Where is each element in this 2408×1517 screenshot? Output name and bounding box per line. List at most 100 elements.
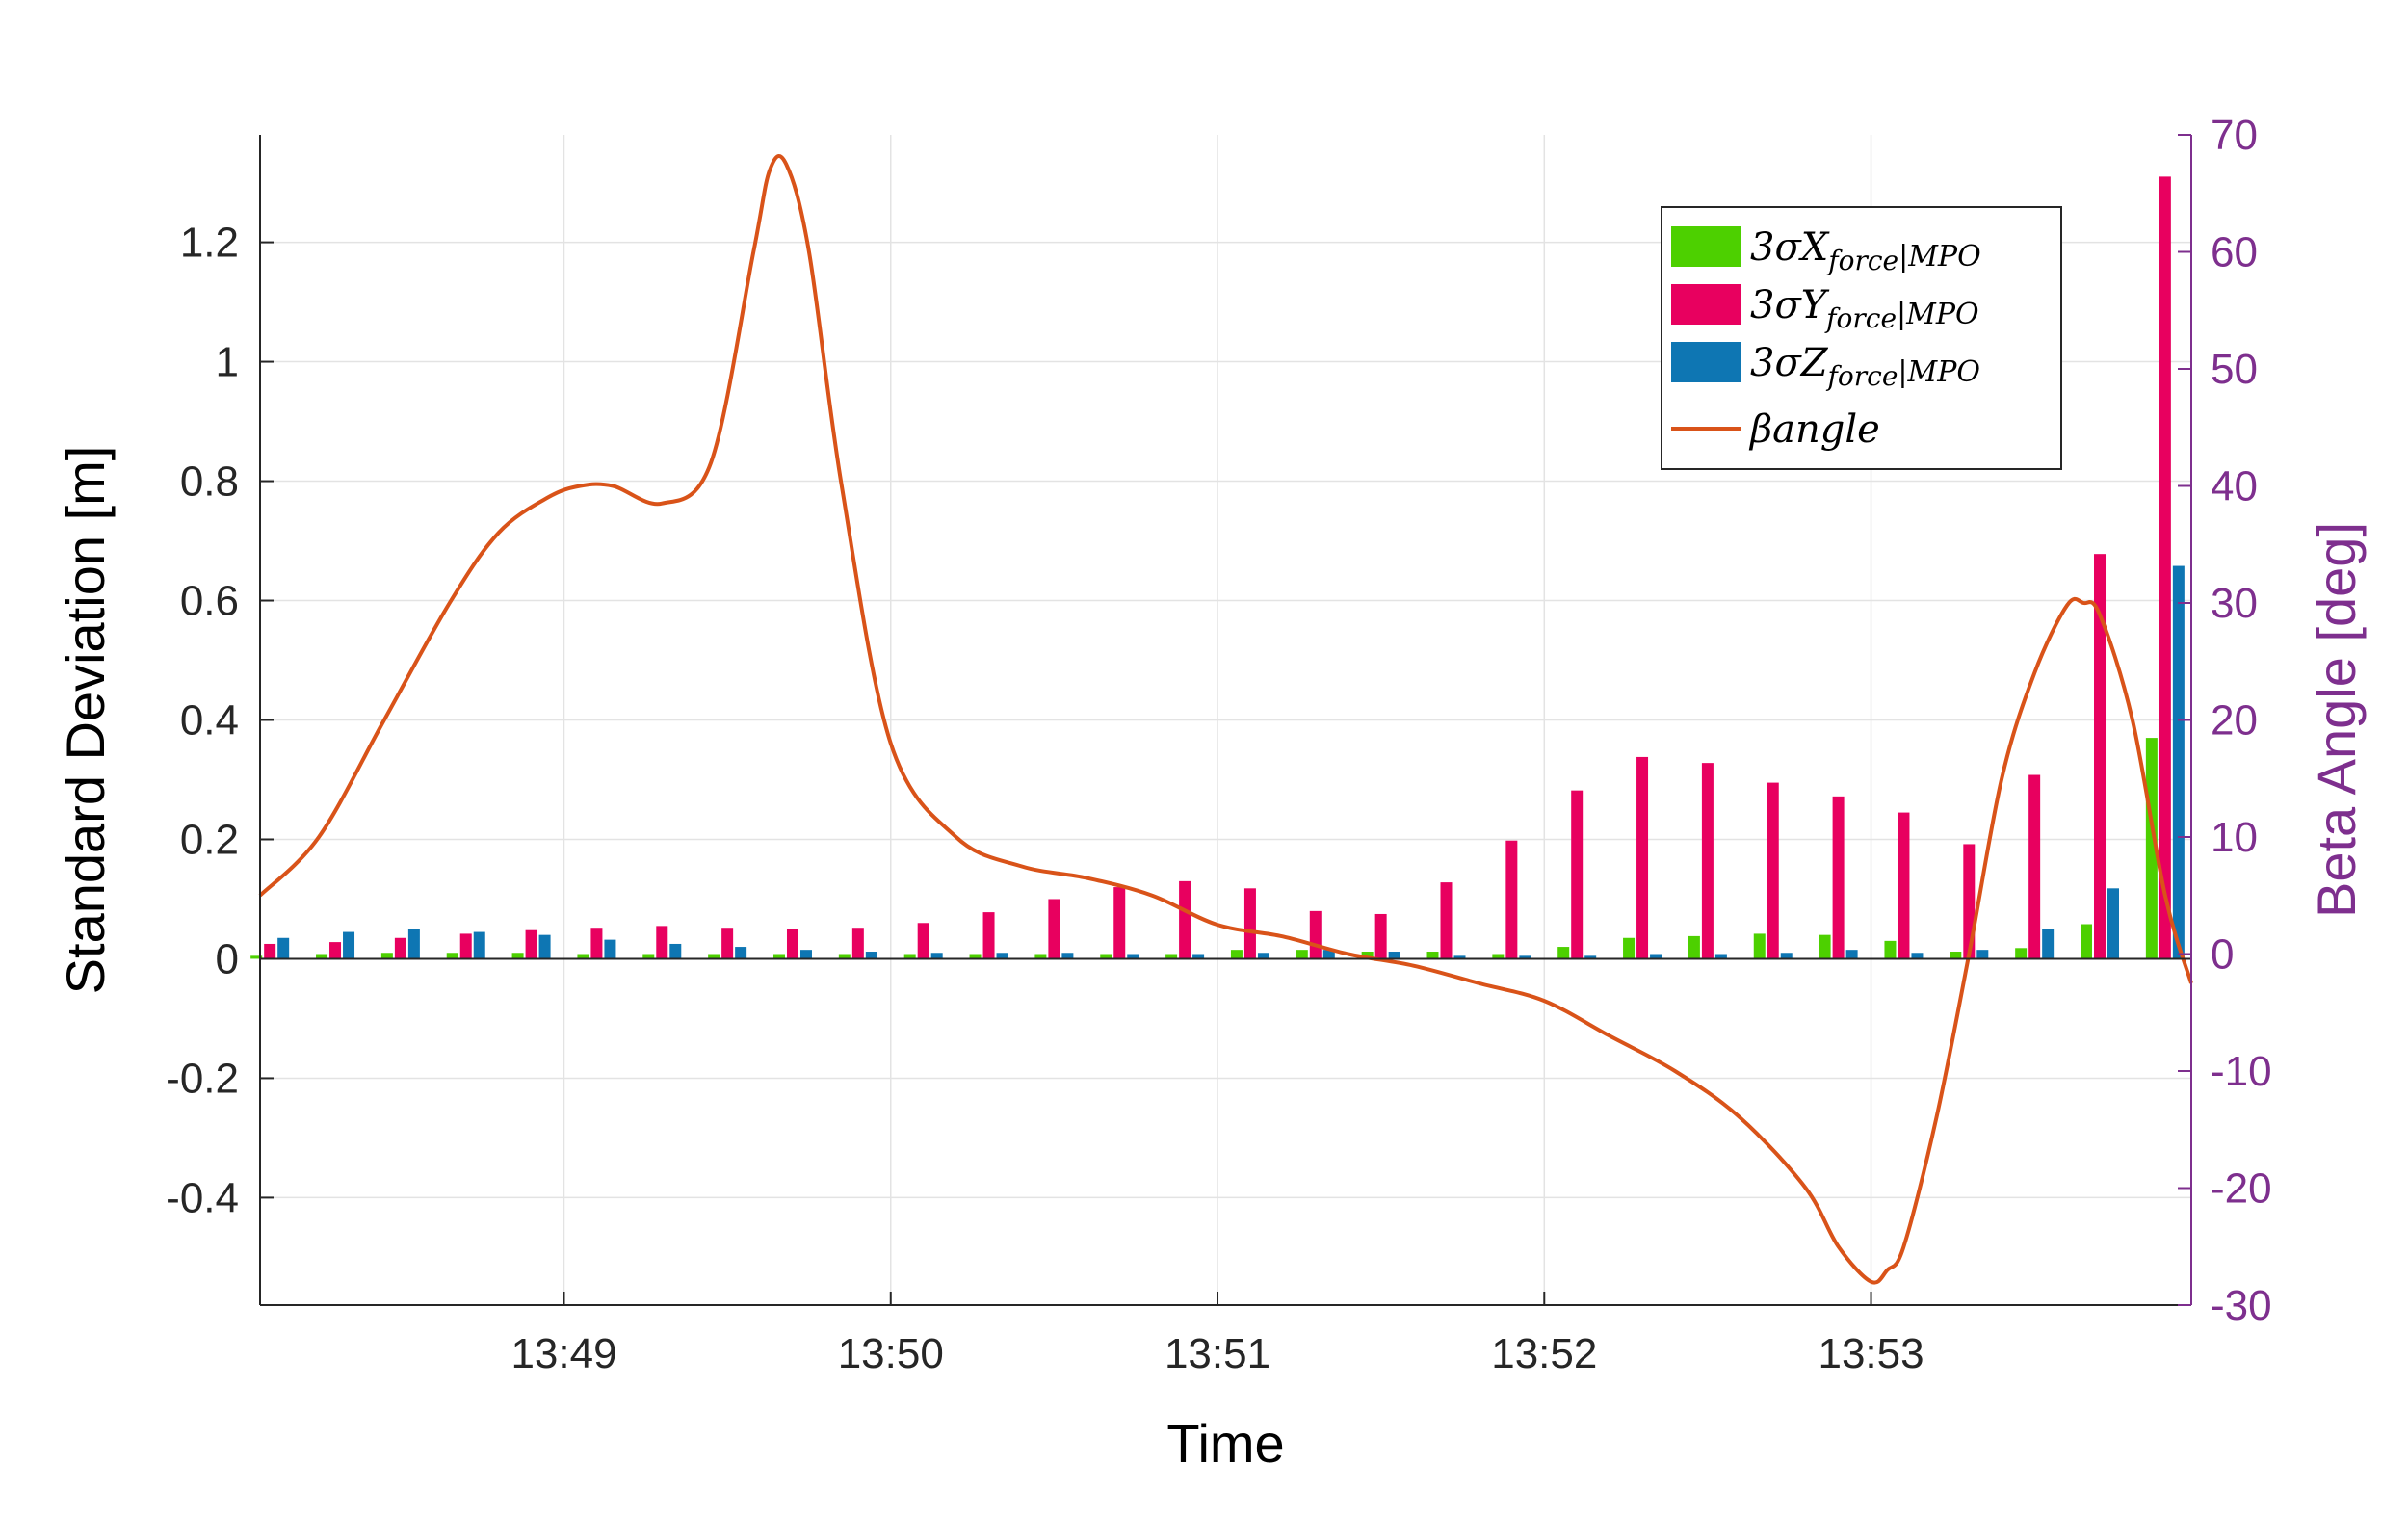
bar-y-force — [1767, 782, 1779, 959]
bar-y-force — [459, 933, 472, 959]
y-tick-label: -0.2 — [166, 1055, 239, 1102]
y2-tick-label: 20 — [2211, 697, 2258, 745]
bar-y-force — [590, 928, 603, 959]
bar-x-force — [1165, 954, 1178, 959]
bar-z-force — [538, 934, 551, 959]
x-tick-label: 13:52 — [1491, 1330, 1597, 1377]
y2-axis-title: Beta Angle [deg] — [2306, 522, 2367, 918]
bar-z-force — [735, 947, 747, 959]
bar-z-force — [2107, 888, 2120, 959]
bar-x-force — [1557, 947, 1570, 959]
legend-swatch — [1671, 284, 1741, 325]
bar-y-force — [2159, 176, 2171, 959]
y-tick-label: 1 — [216, 339, 239, 386]
bar-y-force — [1571, 790, 1584, 959]
bar-z-force — [1911, 953, 1924, 959]
bar-x-force — [1950, 952, 1962, 959]
y-tick-label: 0.6 — [180, 578, 239, 625]
bar-z-force — [865, 952, 877, 959]
bar-y-force — [1832, 796, 1845, 959]
bar-x-force — [969, 954, 982, 959]
legend-label: 3σYforce|MPO — [1750, 283, 1979, 334]
bar-y-force — [2028, 774, 2041, 959]
bar-y-force — [1440, 882, 1453, 959]
bar-z-force — [1257, 953, 1269, 959]
bar-z-force — [1714, 954, 1727, 959]
bar-z-force — [343, 931, 355, 959]
bar-y-force — [264, 943, 276, 959]
bar-x-force — [838, 954, 851, 959]
bar-x-force — [1296, 950, 1308, 959]
bar-z-force — [930, 953, 943, 959]
y2-tick-label: -30 — [2211, 1282, 2272, 1329]
bar-y-force — [1963, 844, 1976, 959]
x-tick-label: 13:53 — [1818, 1330, 1924, 1377]
bar-x-force — [1753, 933, 1766, 959]
bar-x-force — [511, 953, 524, 959]
bar-z-force — [1519, 955, 1531, 959]
bar-z-force — [1780, 953, 1793, 959]
bar-y-force — [394, 937, 406, 959]
bar-x-force — [1100, 954, 1112, 959]
legend-label: 3σZforce|MPO — [1750, 341, 1980, 392]
bar-z-force — [1584, 955, 1597, 959]
y-tick-label: 0.8 — [180, 458, 239, 506]
y-tick-label: 0 — [216, 935, 239, 982]
bar-x-force — [577, 954, 589, 959]
bar-y-force — [1636, 756, 1649, 959]
bar-x-force — [708, 954, 720, 959]
y2-tick-label: 10 — [2211, 814, 2258, 861]
legend-swatch — [1671, 342, 1741, 382]
bar-z-force — [604, 939, 616, 959]
y-tick-label: 0.4 — [180, 697, 239, 745]
bar-z-force — [473, 931, 485, 959]
bar-x-force — [2081, 924, 2093, 959]
x-tick-label: 13:49 — [510, 1330, 616, 1377]
bar-x-force — [1688, 935, 1700, 959]
bar-y-force — [1701, 763, 1714, 959]
bar-y-force — [1179, 880, 1191, 959]
bar-y-force — [721, 928, 734, 959]
bar-x-force — [1034, 954, 1047, 959]
bar-y-force — [1243, 888, 1256, 959]
bar-z-force — [1650, 954, 1662, 959]
bar-x-force — [1884, 940, 1897, 959]
bar-y-force — [1113, 887, 1126, 959]
y2-tick-label: 70 — [2211, 112, 2258, 159]
bar-x-force — [1230, 950, 1243, 959]
bar-x-force — [1426, 952, 1439, 959]
bar-series-group — [250, 176, 2185, 959]
grid-lines — [260, 135, 2191, 1305]
bar-x-force — [380, 953, 393, 959]
legend-label: βangle — [1748, 407, 1880, 452]
axes: -0.4 -0.2 0 0.2 0.4 0.6 0.8 1 1.2 -30 -20 -10 0 10 20 3… — [55, 112, 2367, 1474]
bar-z-force — [1976, 950, 1989, 959]
legend-label: 3σXforce|MPO — [1750, 225, 1981, 276]
bar-z-force — [996, 953, 1008, 959]
legend: 3σXforce|MPO 3σYforce|MPO 3σZforce|MPO βang… — [1661, 206, 2062, 470]
bar-y-force — [1309, 910, 1322, 959]
beta-angle-line — [258, 154, 2193, 1285]
x-axis-title: Time — [1166, 1413, 1284, 1474]
bar-x-force — [2145, 738, 2158, 959]
bar-x-force — [903, 954, 916, 959]
bar-y-force — [1505, 840, 1518, 959]
y-tick-label: 0.2 — [180, 816, 239, 863]
bar-z-force — [1061, 953, 1074, 959]
y2-tick-label: 30 — [2211, 580, 2258, 627]
bar-z-force — [2042, 929, 2055, 959]
bar-z-force — [669, 943, 682, 959]
y2-tick-label: -10 — [2211, 1048, 2272, 1095]
y2-tick-label: 50 — [2211, 346, 2258, 393]
y2-tick-label: 60 — [2211, 229, 2258, 276]
bar-y-force — [2094, 554, 2107, 959]
bar-x-force — [316, 954, 328, 959]
bar-x-force — [446, 953, 458, 959]
y-tick-label: 1.2 — [180, 220, 239, 267]
bar-y-force — [851, 928, 864, 959]
bar-z-force — [1845, 950, 1858, 959]
bar-y-force — [329, 942, 342, 959]
y-axis-title: Standard Deviation [m] — [55, 446, 116, 995]
bar-x-force — [1361, 952, 1374, 959]
